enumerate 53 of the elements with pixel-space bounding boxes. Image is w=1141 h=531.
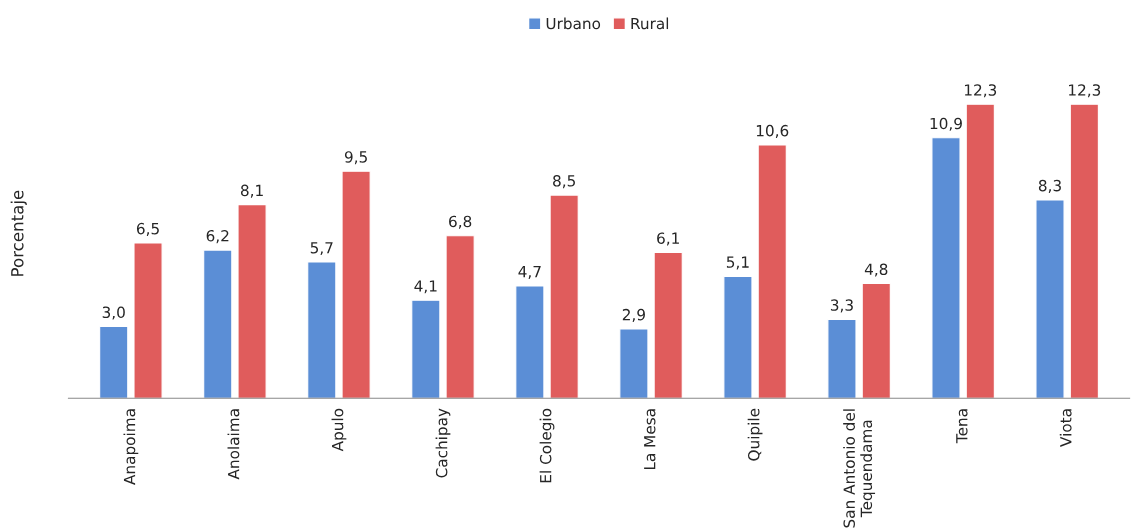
bar	[965, 103, 995, 399]
bar	[827, 318, 857, 399]
bar	[931, 137, 961, 399]
bar	[203, 249, 233, 399]
data-label: 6,2	[206, 230, 229, 244]
x-tick-label: Quipile	[747, 408, 763, 461]
bar	[237, 204, 267, 399]
x-tick-label: San Antonio del Tequendama	[843, 409, 876, 528]
x-tick-label: Anolaima	[227, 409, 240, 480]
data-label: 12,3	[964, 84, 997, 98]
data-label: 6,8	[449, 215, 472, 229]
bar	[341, 170, 371, 399]
data-label: 5,1	[726, 256, 749, 270]
data-label: 4,7	[518, 266, 541, 279]
data-label: 3,0	[102, 306, 125, 320]
data-label: 12,3	[1069, 84, 1101, 98]
x-tick-label: Anapoima	[123, 409, 139, 485]
bar	[515, 285, 545, 399]
x-tick-label: Viota	[1059, 409, 1072, 447]
data-label: 4,8	[864, 263, 888, 277]
bar	[861, 282, 891, 399]
bar	[549, 194, 579, 399]
x-tick-label: Tena	[956, 409, 968, 444]
x-tick-label: Cachipay	[435, 408, 451, 478]
y-axis-title: Porcentaje	[10, 190, 27, 276]
x-tick-label: El Colegio	[539, 408, 555, 483]
data-label: 8,5	[553, 175, 575, 189]
data-label: 8,1	[240, 184, 263, 198]
x-tick-label: Apulo	[331, 408, 347, 452]
data-label: 6,5	[136, 222, 159, 236]
data-label: 5,7	[310, 242, 333, 256]
bar	[653, 251, 683, 399]
data-label: 2,9	[622, 308, 645, 322]
bar	[723, 275, 753, 399]
data-label: 9,5	[344, 151, 367, 165]
bar	[411, 299, 441, 399]
data-label: 6,1	[657, 232, 679, 246]
bar	[619, 328, 649, 399]
data-label: 10,9	[930, 117, 962, 131]
bar	[1035, 199, 1065, 399]
legend-label: Rural	[631, 17, 669, 30]
bar	[99, 326, 129, 399]
data-label: 10,6	[756, 124, 789, 138]
data-label: 8,3	[1038, 179, 1061, 193]
data-label: 3,3	[830, 299, 853, 313]
bar	[133, 242, 163, 399]
legend-label: Urbano	[546, 17, 601, 30]
bar	[445, 235, 475, 399]
x-tick-label: La Mesa	[644, 409, 656, 470]
bar	[307, 261, 337, 399]
data-label: 4,1	[414, 280, 437, 294]
bar	[1069, 103, 1099, 399]
bar	[757, 144, 787, 399]
